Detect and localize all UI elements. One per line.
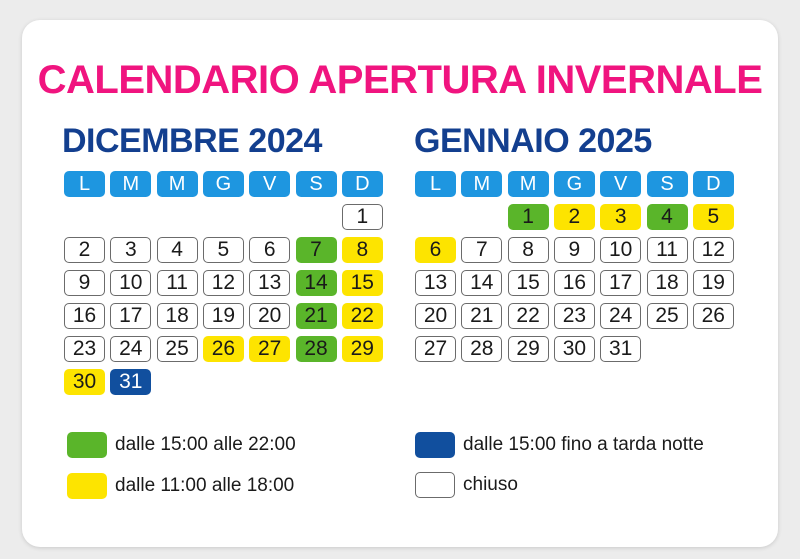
page-title: CALENDARIO APERTURA INVERNALE xyxy=(37,58,763,102)
day-cell-giallo: 27 xyxy=(249,336,291,362)
day-cell-verde: 28 xyxy=(295,336,337,362)
legend-swatch-giallo xyxy=(67,473,107,499)
day-cell-chiuso: 22 xyxy=(507,303,549,329)
day-cell-chiuso: 20 xyxy=(249,303,291,329)
day-cell-chiuso: 16 xyxy=(64,303,105,329)
day-cell-chiuso: 9 xyxy=(64,270,105,296)
day-cell-chiuso: 13 xyxy=(415,270,456,296)
day-cell-chiuso: 24 xyxy=(600,303,642,329)
day-cell-verde: 1 xyxy=(507,204,549,230)
day-cell-chiuso: 3 xyxy=(110,237,152,263)
weekday-header: D xyxy=(692,171,734,197)
day-cell-chiuso: 4 xyxy=(156,237,198,263)
day-cell-giallo: 22 xyxy=(341,303,383,329)
weekday-header: G xyxy=(202,171,244,197)
day-cell-giallo: 3 xyxy=(600,204,642,230)
day-cell-chiuso: 23 xyxy=(553,303,595,329)
day-cell-chiuso: 16 xyxy=(553,270,595,296)
day-cell-chiuso: 15 xyxy=(507,270,549,296)
day-cell-chiuso: 10 xyxy=(600,237,642,263)
day-cell-verde: 4 xyxy=(646,204,688,230)
day-cell-giallo: 5 xyxy=(692,204,734,230)
day-cell-chiuso: 21 xyxy=(461,303,503,329)
day-cell-giallo: 29 xyxy=(341,336,383,362)
day-cell-giallo: 2 xyxy=(553,204,595,230)
day-cell-chiuso: 24 xyxy=(110,336,152,362)
day-cell-giallo: 26 xyxy=(202,336,244,362)
weekday-header: V xyxy=(600,171,642,197)
legend-swatch-blu xyxy=(415,432,455,458)
day-cell-chiuso: 11 xyxy=(646,237,688,263)
day-cell-chiuso: 18 xyxy=(646,270,688,296)
day-cell-giallo: 8 xyxy=(341,237,383,263)
month-title-dicembre: DICEMBRE 2024 xyxy=(62,122,322,160)
day-cell-chiuso: 28 xyxy=(461,336,503,362)
weekday-header: G xyxy=(553,171,595,197)
day-cell-chiuso: 20 xyxy=(415,303,456,329)
day-cell-verde: 21 xyxy=(295,303,337,329)
day-cell-chiuso: 8 xyxy=(507,237,549,263)
month-title-gennaio: GENNAIO 2025 xyxy=(414,122,652,160)
day-cell-chiuso: 19 xyxy=(692,270,734,296)
weekday-header: M xyxy=(156,171,198,197)
day-cell-chiuso: 18 xyxy=(156,303,198,329)
weekday-header: D xyxy=(341,171,383,197)
day-cell-chiuso: 26 xyxy=(692,303,734,329)
legend-label-verde: dalle 15:00 alle 22:00 xyxy=(115,434,296,455)
day-cell-chiuso: 6 xyxy=(249,237,291,263)
weekday-header: S xyxy=(295,171,337,197)
day-cell-chiuso: 10 xyxy=(110,270,152,296)
day-cell-giallo: 6 xyxy=(415,237,456,263)
day-cell-chiuso: 17 xyxy=(110,303,152,329)
day-cell-giallo: 30 xyxy=(64,369,105,395)
day-cell-chiuso: 23 xyxy=(64,336,105,362)
day-cell-chiuso: 11 xyxy=(156,270,198,296)
weekday-header: M xyxy=(461,171,503,197)
day-cell-chiuso: 30 xyxy=(553,336,595,362)
day-cell-chiuso: 25 xyxy=(156,336,198,362)
day-cell-chiuso: 14 xyxy=(461,270,503,296)
day-cell-chiuso: 27 xyxy=(415,336,456,362)
day-cell-blu: 31 xyxy=(110,369,152,395)
weekday-header: L xyxy=(64,171,105,197)
day-cell-chiuso: 1 xyxy=(341,204,383,230)
day-cell-chiuso: 13 xyxy=(249,270,291,296)
day-cell-chiuso: 31 xyxy=(600,336,642,362)
day-cell-chiuso: 12 xyxy=(692,237,734,263)
day-cell-chiuso: 9 xyxy=(553,237,595,263)
weekday-header: S xyxy=(646,171,688,197)
day-cell-chiuso: 17 xyxy=(600,270,642,296)
day-cell-chiuso: 5 xyxy=(202,237,244,263)
day-cell-verde: 7 xyxy=(295,237,337,263)
legend-label-blu: dalle 15:00 fino a tarda notte xyxy=(463,434,704,455)
day-cell-chiuso: 12 xyxy=(202,270,244,296)
day-cell-chiuso: 29 xyxy=(507,336,549,362)
day-cell-chiuso: 2 xyxy=(64,237,105,263)
day-cell-chiuso: 7 xyxy=(461,237,503,263)
day-cell-chiuso: 19 xyxy=(202,303,244,329)
day-cell-giallo: 15 xyxy=(341,270,383,296)
legend-label-chiuso: chiuso xyxy=(463,474,518,495)
legend-swatch-chiuso xyxy=(415,472,455,498)
legend-swatch-verde xyxy=(67,432,107,458)
day-cell-chiuso: 25 xyxy=(646,303,688,329)
legend-label-giallo: dalle 11:00 alle 18:00 xyxy=(115,475,295,496)
weekday-header: V xyxy=(249,171,291,197)
day-cell-verde: 14 xyxy=(295,270,337,296)
weekday-header: L xyxy=(415,171,456,197)
weekday-header: M xyxy=(110,171,152,197)
weekday-header: M xyxy=(507,171,549,197)
